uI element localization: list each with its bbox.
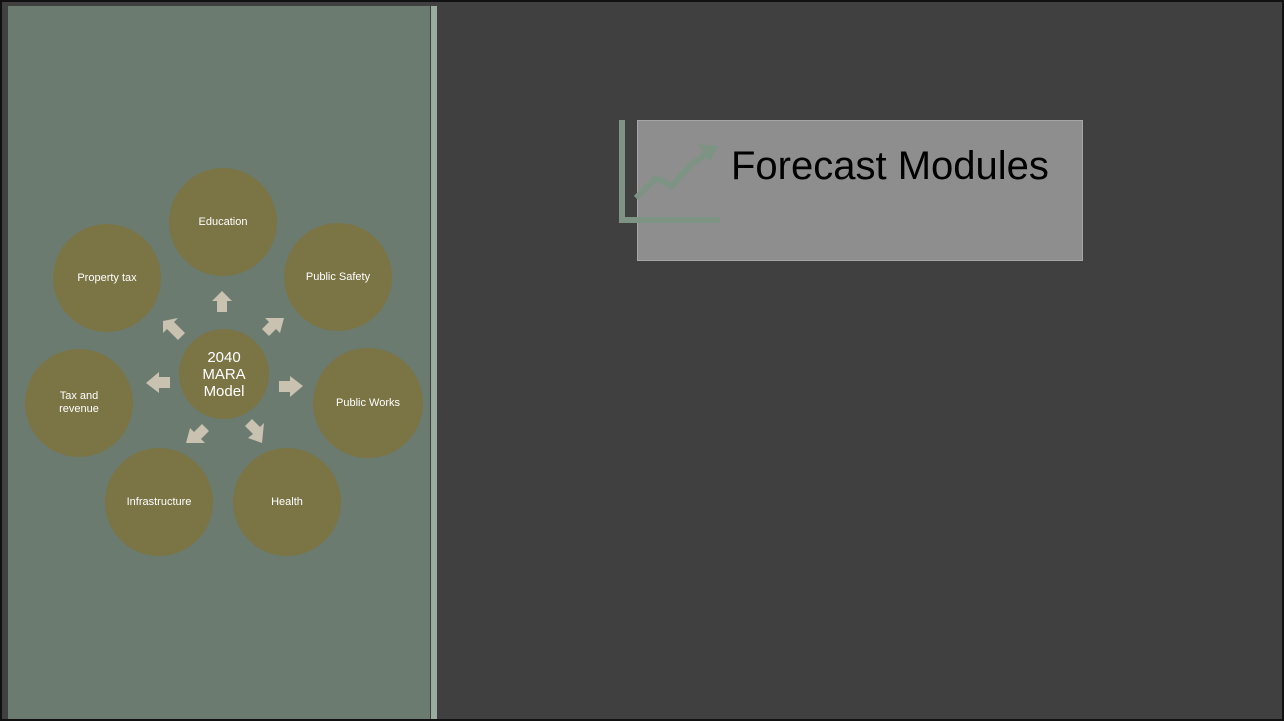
node-tax-and-revenue: Tax and revenue	[25, 349, 133, 457]
arrow-right-icon	[279, 376, 303, 397]
node-infrastructure: Infrastructure	[105, 448, 213, 556]
node-public-works-label: Public Works	[336, 396, 400, 409]
arrow-up-left-icon	[163, 318, 185, 340]
hub-label: 2040 MARA Model	[202, 348, 246, 400]
radial-diagram: Education Public Safety Public Works Hea…	[8, 6, 430, 719]
node-health-label: Health	[271, 495, 303, 508]
node-public-safety-label: Public Safety	[305, 270, 371, 283]
trend-chart-icon	[619, 120, 720, 223]
connector-arrows	[146, 291, 303, 443]
node-education-label: Education	[198, 215, 248, 228]
hub-node: 2040 MARA Model	[179, 329, 269, 419]
node-tax-and-revenue-label: Tax and revenue	[59, 390, 99, 415]
page-title: Forecast Modules	[731, 144, 1049, 188]
arrow-down-left-icon	[186, 424, 209, 443]
node-public-works: Public Works	[313, 348, 423, 458]
title-box	[637, 120, 1083, 261]
node-health: Health	[233, 448, 341, 556]
arrow-down-right-icon	[245, 419, 264, 443]
arrow-up-right-icon	[262, 318, 284, 336]
node-infrastructure-label: Infrastructure	[126, 495, 192, 508]
panel-divider	[431, 6, 437, 719]
node-public-safety: Public Safety	[284, 223, 392, 331]
node-property-tax: Property tax	[53, 224, 161, 332]
node-property-tax-label: Property tax	[77, 271, 137, 284]
node-education: Education	[169, 168, 277, 276]
arrow-up-icon	[212, 291, 232, 312]
arrow-left-icon	[146, 372, 170, 393]
